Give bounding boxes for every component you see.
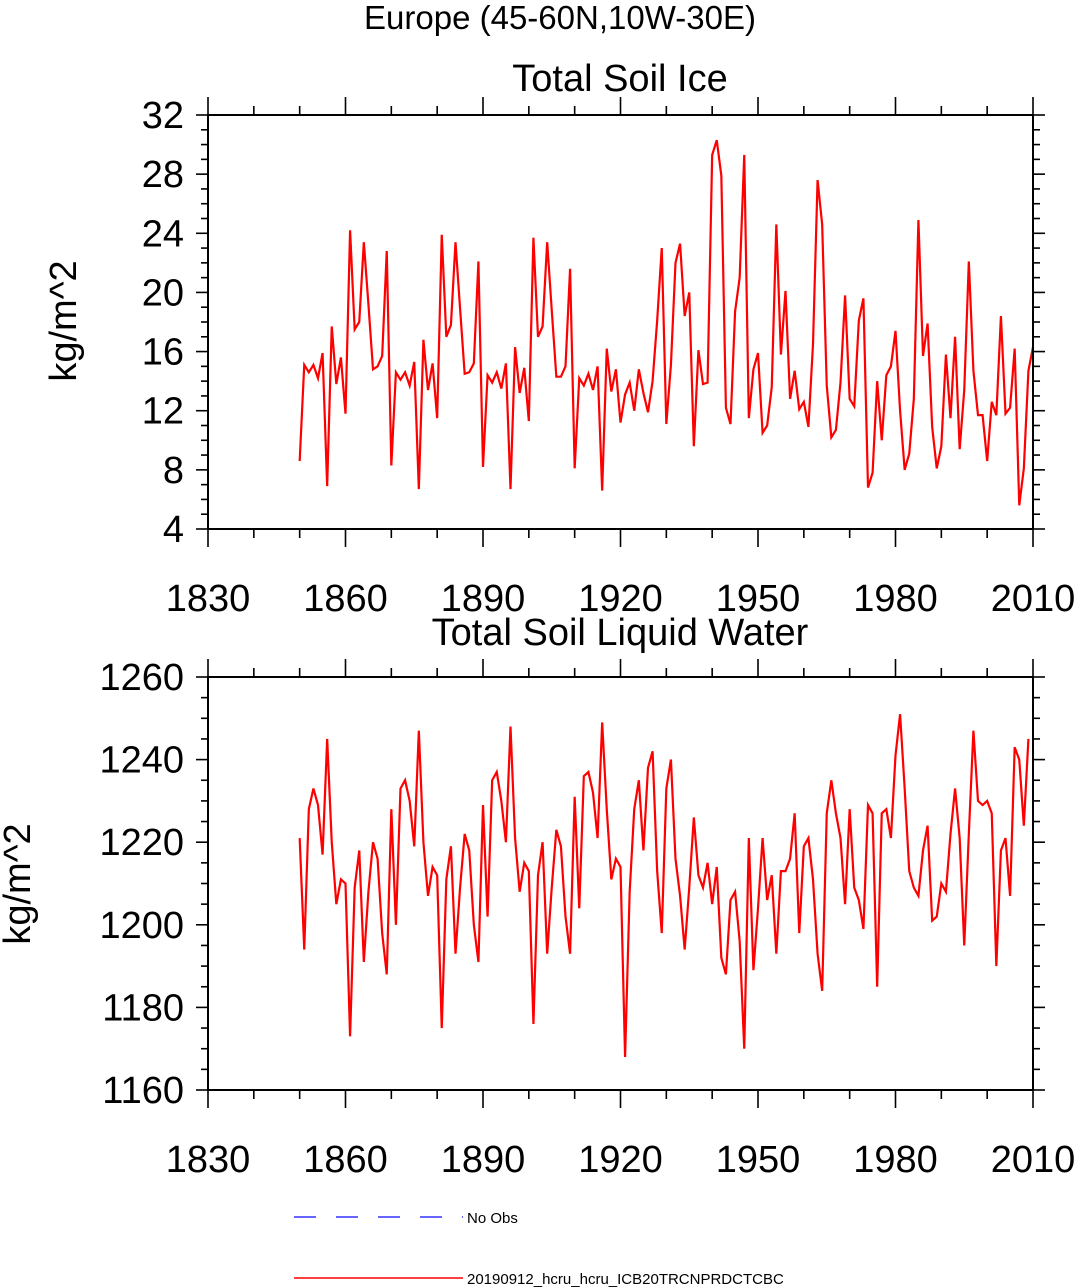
y-tick-label: 20 <box>142 272 184 314</box>
x-tick-label: 1830 <box>166 1139 251 1181</box>
x-tick-label: 2010 <box>991 578 1076 620</box>
x-tick-label: 1860 <box>303 1139 388 1181</box>
y-axis-label-liquid: kg/m^2 <box>0 823 39 944</box>
y-ticks-ice: 4 8 12 16 20 24 28 32 <box>142 95 1045 551</box>
x-tick-label: 1830 <box>166 578 251 620</box>
y-tick-label: 1220 <box>99 822 184 864</box>
series-line-liquid <box>298 714 1030 1057</box>
y-tick-label: 28 <box>142 154 184 196</box>
x-tick-label: 1920 <box>578 1139 663 1181</box>
chart-title-liquid: Total Soil Liquid Water <box>432 612 809 654</box>
plot-frame-liquid <box>207 676 1034 1091</box>
x-tick-label: 1860 <box>303 578 388 620</box>
x-ticks-liquid: 1830 1860 1890 1920 1950 1980 2010 <box>166 659 1076 1181</box>
chart-title-ice: Total Soil Ice <box>512 58 727 100</box>
x-tick-label: 1980 <box>853 578 938 620</box>
y-tick-label: 1180 <box>102 987 184 1029</box>
x-tick-label: 1980 <box>853 1139 938 1181</box>
x-tick-label: 1950 <box>716 1139 801 1181</box>
legend: No Obs 20190912_hcru_hcru_ICB20TRCNPRDCT… <box>294 1210 784 1287</box>
legend-model-label: 20190912_hcru_hcru_ICB20TRCNPRDCTCBC <box>467 1271 784 1287</box>
figure-title: Europe (45-60N,10W-30E) <box>364 0 756 36</box>
y-tick-label: 4 <box>163 509 184 551</box>
x-tick-label: 1890 <box>441 1139 526 1181</box>
y-axis-label-ice: kg/m^2 <box>43 260 85 381</box>
y-ticks-liquid: 1160 1180 1200 1220 1240 1260 <box>99 657 1045 1112</box>
y-tick-label: 1260 <box>99 657 184 699</box>
y-tick-label: 32 <box>142 95 184 137</box>
x-tick-label: 1890 <box>441 578 526 620</box>
x-tick-label: 1950 <box>716 578 801 620</box>
y-tick-label: 1240 <box>99 740 184 782</box>
x-ticks-ice: 1830 1860 1890 1920 1950 1980 2010 <box>166 97 1076 620</box>
y-tick-label: 1200 <box>99 905 184 947</box>
x-tick-label: 2010 <box>991 1139 1076 1181</box>
y-tick-label: 1160 <box>102 1070 184 1112</box>
y-tick-label: 24 <box>142 213 184 255</box>
x-tick-label: 1920 <box>578 578 663 620</box>
plot-frame-ice <box>207 114 1034 530</box>
y-tick-label: 12 <box>142 391 184 433</box>
chart-panel-ice: Total Soil Ice kg/m^2 4 8 12 16 20 24 28 32 183… <box>43 58 1075 620</box>
legend-obs-label: No Obs <box>467 1210 518 1227</box>
y-tick-label: 8 <box>163 450 184 492</box>
y-tick-label: 16 <box>142 332 184 374</box>
series-line-ice <box>298 139 1035 506</box>
chart-panel-liquid: Total Soil Liquid Water kg/m^2 116011801… <box>0 612 1075 1181</box>
